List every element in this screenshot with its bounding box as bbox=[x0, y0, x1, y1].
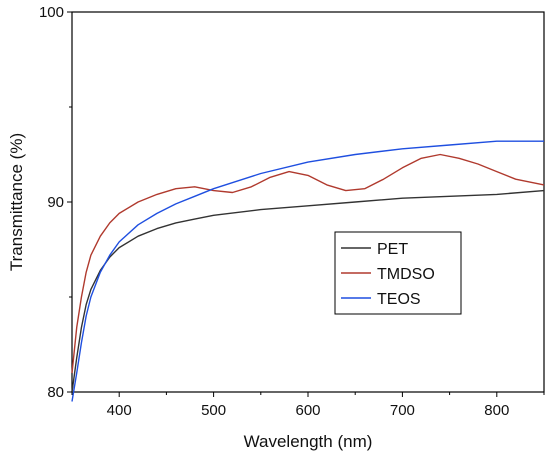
x-tick-label: 700 bbox=[390, 402, 415, 419]
series-line-tmdso bbox=[71, 153, 545, 374]
plot-border bbox=[71, 11, 545, 393]
y-axis-label: Transmittance (%) bbox=[7, 133, 26, 271]
plot-frame bbox=[71, 11, 545, 393]
y-tick-label: 100 bbox=[39, 4, 64, 21]
series-layer bbox=[71, 140, 545, 402]
y-tick-label: 80 bbox=[47, 384, 64, 401]
x-axis-label: Wavelength (nm) bbox=[244, 432, 373, 451]
x-tick-label: 500 bbox=[201, 402, 226, 419]
x-tick-label: 800 bbox=[484, 402, 509, 419]
series-line-pet bbox=[71, 189, 545, 393]
y-tick-label: 90 bbox=[47, 194, 64, 211]
legend-label-tmdso: TMDSO bbox=[377, 266, 435, 283]
ticks-layer: 400 500 600 700 800 80 90 100 bbox=[39, 4, 545, 419]
legend-label-pet: PET bbox=[377, 241, 408, 258]
x-tick-label: 600 bbox=[295, 402, 320, 419]
series-line-teos bbox=[71, 140, 544, 402]
legend: PET TMDSO TEOS bbox=[334, 231, 462, 315]
legend-label-teos: TEOS bbox=[377, 291, 421, 308]
x-tick-label: 400 bbox=[107, 402, 132, 419]
